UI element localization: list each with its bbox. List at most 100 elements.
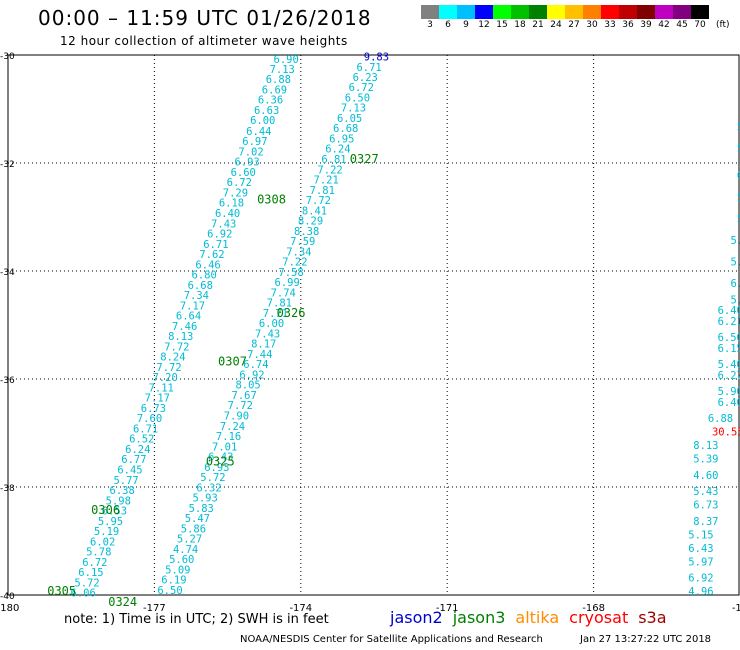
swh-value-label: 6.88 xyxy=(708,413,733,425)
legend-label: 36 xyxy=(622,20,634,30)
swh-value-label: 7.58 xyxy=(278,267,303,279)
swh-value-label: 6.92 xyxy=(239,369,264,381)
swh-value-label: 7.46 xyxy=(172,321,197,333)
swh-value-label: 7.72 xyxy=(164,341,189,353)
pass-time-label: 0306 xyxy=(91,503,120,517)
x-tick-label: -180 xyxy=(0,603,19,614)
swh-value-label: 5.39 xyxy=(693,454,718,466)
swh-max-label: 9.83 xyxy=(364,51,389,63)
swh-value-label: 6.72 xyxy=(227,177,252,189)
swh-value-label: 6.63 xyxy=(254,105,279,117)
swh-value-label: 6.73 xyxy=(141,403,166,415)
swh-value-label: 8.17 xyxy=(251,339,276,351)
credit-timestamp: Jan 27 13:27:22 UTC 2018 xyxy=(580,634,712,645)
swh-value-label: 5 xyxy=(737,143,740,155)
swh-value-label: 6.97 xyxy=(242,136,267,148)
legend-label: 15 xyxy=(496,20,508,30)
swh-value-label: 5.77 xyxy=(113,475,138,487)
legend-unit: (ft) xyxy=(716,20,730,30)
legend-cell: 36 xyxy=(619,5,637,30)
swh-value-label: 5.27 xyxy=(177,534,202,546)
swh-value-label: 7.22 xyxy=(282,257,307,269)
satellite-name: s3a xyxy=(638,608,667,627)
swh-value-label: 8.24 xyxy=(160,352,185,364)
swh-value-label: 6.77 xyxy=(121,454,146,466)
legend-label: 30 xyxy=(586,20,598,30)
legend-swatch xyxy=(421,5,439,19)
swh-value-label: 7.81 xyxy=(310,185,335,197)
legend-swatch xyxy=(547,5,565,19)
swh-value-label: 5.47 xyxy=(185,513,210,525)
swh-value-label: 6.02 xyxy=(90,536,115,548)
legend-swatch xyxy=(511,5,529,19)
swh-value-label: 4.74 xyxy=(173,544,198,556)
legend-cell: 27 xyxy=(565,5,583,30)
swh-value-label: 5 xyxy=(737,122,740,134)
swh-value-label: 7.67 xyxy=(232,390,257,402)
swh-value-label: 6.21 xyxy=(718,316,740,328)
y-tick-label: -38 xyxy=(0,484,15,494)
chart-title: 00:00 – 11:59 UTC 01/26/2018 xyxy=(38,6,372,30)
swh-value-label: 5.98 xyxy=(106,495,131,507)
swh-value-label: 5.09 xyxy=(165,564,190,576)
swh-value-label: 7.74 xyxy=(271,287,296,299)
swh-value-label: 7.72 xyxy=(306,195,331,207)
legend-swatch xyxy=(493,5,511,19)
swh-value-label: 6.32 xyxy=(196,482,221,494)
swh-value-label: 5.60 xyxy=(169,554,194,566)
swh-value-label: 6.74 xyxy=(243,359,268,371)
credit: NOAA/NESDIS Center for Satellite Applica… xyxy=(240,634,543,645)
swh-value-label: 7.43 xyxy=(255,328,280,340)
swh-value-label: 8.38 xyxy=(294,226,319,238)
swh-value-label: 6.27 xyxy=(718,370,740,382)
swh-value-label: 6.43 xyxy=(688,543,713,555)
swh-value-label: 6.40 xyxy=(215,208,240,220)
swh-value-label: 5.95 xyxy=(98,516,123,528)
legend-label: 42 xyxy=(658,20,670,30)
swh-value-label: 7.01 xyxy=(212,441,237,453)
swh-value-label: 6.80 xyxy=(192,270,217,282)
swh-value-label: 6.06 xyxy=(71,588,96,600)
swh-value-label: 6.52 xyxy=(129,434,154,446)
swh-value-label: 7.34 xyxy=(184,290,209,302)
swh-value-label: 7.16 xyxy=(216,431,241,443)
legend-swatch xyxy=(619,5,637,19)
swh-value-label: 7.60 xyxy=(137,413,162,425)
pass-time-label: 0325 xyxy=(206,454,235,468)
swh-value-label: 6.18 xyxy=(219,198,244,210)
legend-cell: 30 xyxy=(583,5,601,30)
swh-value-label: 6.50 xyxy=(718,332,740,344)
pass-time-label: 0327 xyxy=(350,152,379,166)
legend-swatch xyxy=(637,5,655,19)
swh-value-label: 7.02 xyxy=(238,146,263,158)
legend-swatch xyxy=(691,5,709,19)
swh-value-label: 7.13 xyxy=(270,64,295,76)
swh-value-label: 6.50 xyxy=(157,585,182,597)
satellite-name: altika xyxy=(515,608,560,627)
swh-value-label: 7.72 xyxy=(156,362,181,374)
swh-value-label: 5.8 xyxy=(731,257,740,269)
legend-cell: 70 xyxy=(691,5,709,30)
legend-swatch xyxy=(439,5,457,19)
legend-label: 39 xyxy=(640,20,652,30)
swh-value-label: 4.60 xyxy=(693,470,718,482)
legend-label: 27 xyxy=(568,20,580,30)
y-tick-label: -32 xyxy=(0,160,15,170)
y-tick-label: -30 xyxy=(0,52,15,62)
swh-value-label: 5.83 xyxy=(189,503,214,515)
swh-value-label: 7.72 xyxy=(228,400,253,412)
legend-swatch xyxy=(457,5,475,19)
swh-value-label: 7.21 xyxy=(314,175,339,187)
swh-value-label: 6.00 xyxy=(250,115,275,127)
legend-swatch xyxy=(673,5,691,19)
satellite-name: jason3 xyxy=(452,608,506,627)
color-legend: 3 6 9 12 15 18 21 24 27 30 33 36 39 42 45 70 xyxy=(421,5,709,30)
swh-value-label: 5.93 xyxy=(193,493,218,505)
swh-value-label: 7.62 xyxy=(199,249,224,261)
pass-time-label: 0324 xyxy=(108,595,137,609)
swh-value-label: 6.24 xyxy=(325,144,350,156)
swh-value-label: 6.50 xyxy=(345,92,370,104)
legend-label: 33 xyxy=(604,20,616,30)
legend-label: 6 xyxy=(445,20,451,30)
legend-swatch xyxy=(565,5,583,19)
